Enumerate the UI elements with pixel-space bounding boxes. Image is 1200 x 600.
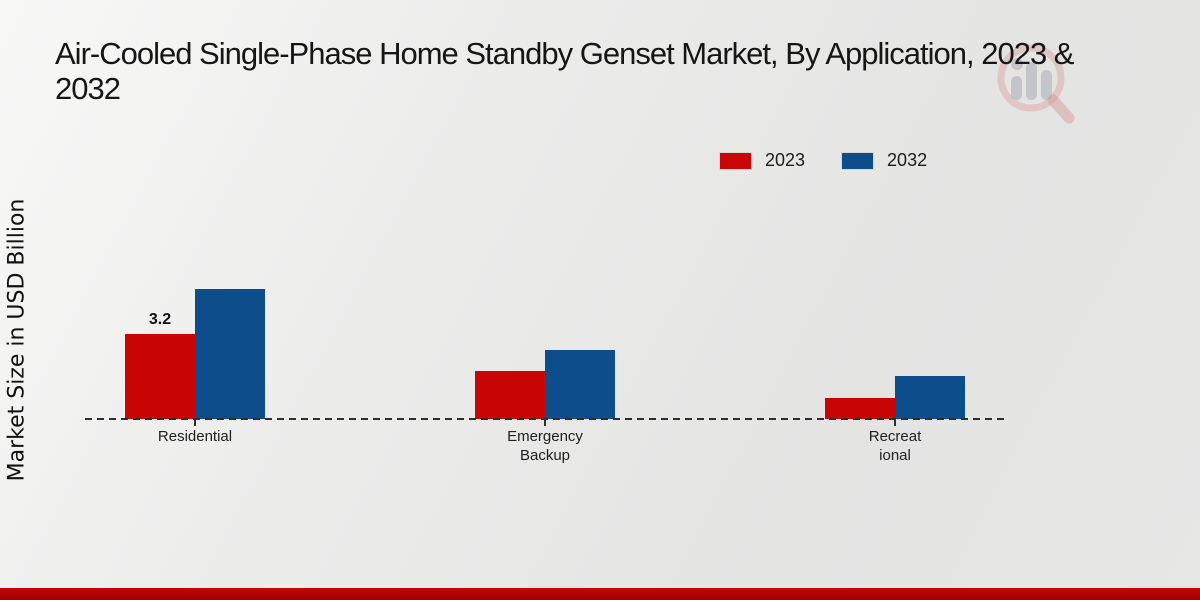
x-axis-tick (894, 420, 896, 426)
bar-2032-residential (195, 289, 265, 419)
zero-baseline-dashed (85, 418, 1005, 420)
bar-value-label: 3.2 (148, 311, 172, 328)
x-axis-category-label: Emergency Backup (507, 428, 583, 464)
bar-2023-emergency-backup (475, 371, 545, 419)
bar-2032-emergency-backup (545, 350, 615, 419)
chart-title-line2: 2032 (55, 71, 121, 106)
legend: 2023 2032 (719, 150, 927, 171)
x-axis-category-label: Residential (157, 428, 233, 445)
legend-item-2032: 2032 (841, 150, 927, 171)
bar-2023-recreational (825, 398, 895, 419)
x-axis-category-label: Recreat ional (868, 428, 922, 464)
legend-item-2023: 2023 (719, 150, 805, 171)
legend-swatch-2023 (719, 151, 752, 170)
chart-title-line1: Air-Cooled Single-Phase Home Standby Gen… (55, 36, 1074, 71)
footer-accent-bar (0, 588, 1200, 600)
bar-2032-recreational (895, 376, 965, 419)
chart-title: Air-Cooled Single-Phase Home Standby Gen… (55, 36, 1074, 106)
y-axis-label: Market Size in USD Billion (4, 198, 30, 482)
magnifier-bar-chart-logo-icon (997, 44, 1075, 124)
legend-label: 2023 (765, 150, 806, 170)
bar-2023-residential (125, 334, 195, 419)
x-axis-tick (194, 420, 196, 426)
x-axis-tick (544, 420, 546, 426)
legend-label: 2032 (887, 150, 928, 170)
legend-swatch-2032 (841, 151, 875, 170)
